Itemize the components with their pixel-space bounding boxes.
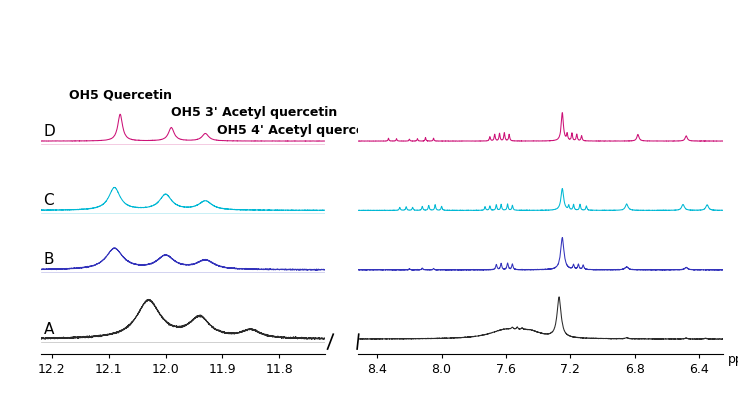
Text: OH5 3' Acetyl quercetin: OH5 3' Acetyl quercetin <box>171 106 337 119</box>
Text: OH5 Quercetin: OH5 Quercetin <box>69 89 172 102</box>
Text: D: D <box>44 124 55 138</box>
Text: OH5 4' Acetyl quercetin: OH5 4' Acetyl quercetin <box>217 124 383 136</box>
Text: C: C <box>44 193 54 208</box>
Text: A: A <box>44 322 54 337</box>
Text: B: B <box>44 252 54 267</box>
Text: ppm: ppm <box>728 353 738 366</box>
